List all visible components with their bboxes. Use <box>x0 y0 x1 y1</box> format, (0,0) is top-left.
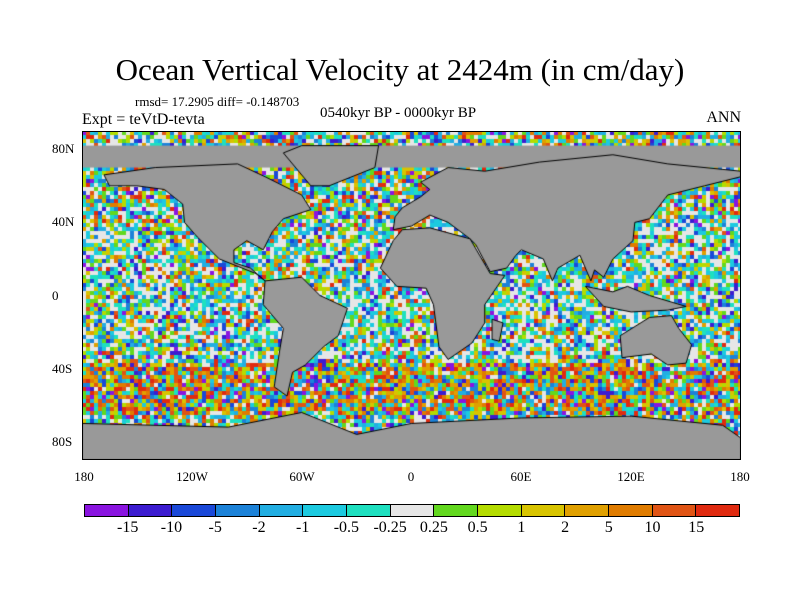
period-label: 0540kyr BP - 0000kyr BP <box>320 105 477 121</box>
colorbar-tick-label: 1 <box>517 519 526 536</box>
colorbar-tick-label: -5 <box>208 519 222 536</box>
colorbar-swatch <box>303 505 348 516</box>
colorbar-tick-label: 2 <box>561 519 570 536</box>
lon-label: 0 <box>407 469 415 484</box>
colorbar-swatch <box>565 505 610 516</box>
colorbar-tick-label: 10 <box>644 519 661 536</box>
lat-label: 40N <box>52 214 75 229</box>
colorbar-swatch <box>521 505 566 516</box>
colorbar-swatch <box>216 505 260 516</box>
colorbar-swatch <box>347 505 391 516</box>
colorbar-tick-label: 0.5 <box>467 519 488 536</box>
plot-title: Ocean Vertical Velocity at 2424m (in cm/… <box>115 52 685 87</box>
colorbar-tick-label: -10 <box>160 519 183 536</box>
lon-label: 120E <box>617 469 645 484</box>
lat-label: 80N <box>52 141 75 156</box>
colorbar-swatch <box>128 505 173 516</box>
colorbar-tick-label: -2 <box>252 519 266 536</box>
colorbar-swatch <box>609 505 653 516</box>
stats-text: rmsd= 17.2905 diff= -0.148703 <box>135 94 300 109</box>
colorbar-swatch <box>434 505 479 516</box>
colorbar-tick-label: -1 <box>295 519 310 536</box>
lon-label: 120W <box>176 469 208 484</box>
colorbar-swatch <box>85 505 129 516</box>
lon-label: 60E <box>510 469 532 484</box>
colorbar-tick-label: -0.5 <box>333 519 360 536</box>
colorbar-swatch <box>652 505 697 516</box>
experiment-label: Expt = teVtD-tevta <box>82 111 205 128</box>
colorbar-swatch <box>172 505 217 516</box>
colorbar-swatch <box>390 505 435 516</box>
season-label: ANN <box>706 109 741 126</box>
colorbar <box>84 504 740 517</box>
lat-label: 80S <box>52 434 73 449</box>
colorbar-swatch <box>478 505 522 516</box>
lon-label: 180 <box>730 469 750 484</box>
colorbar-tick-label: -0.25 <box>373 519 407 536</box>
lon-label: 60W <box>289 469 315 484</box>
map-frame <box>82 131 741 460</box>
colorbar-tick-label: 5 <box>604 519 613 536</box>
colorbar-swatch <box>696 505 740 516</box>
lon-label: 180 <box>74 469 94 484</box>
colorbar-tick-label: 15 <box>688 519 705 536</box>
colorbar-swatch <box>259 505 304 516</box>
ocean-velocity-map <box>82 131 741 460</box>
colorbar-tick-label: -15 <box>117 519 139 536</box>
lat-label: 40S <box>52 361 73 376</box>
lat-label: 0 <box>52 288 59 303</box>
colorbar-tick-label: 0.25 <box>419 519 448 536</box>
